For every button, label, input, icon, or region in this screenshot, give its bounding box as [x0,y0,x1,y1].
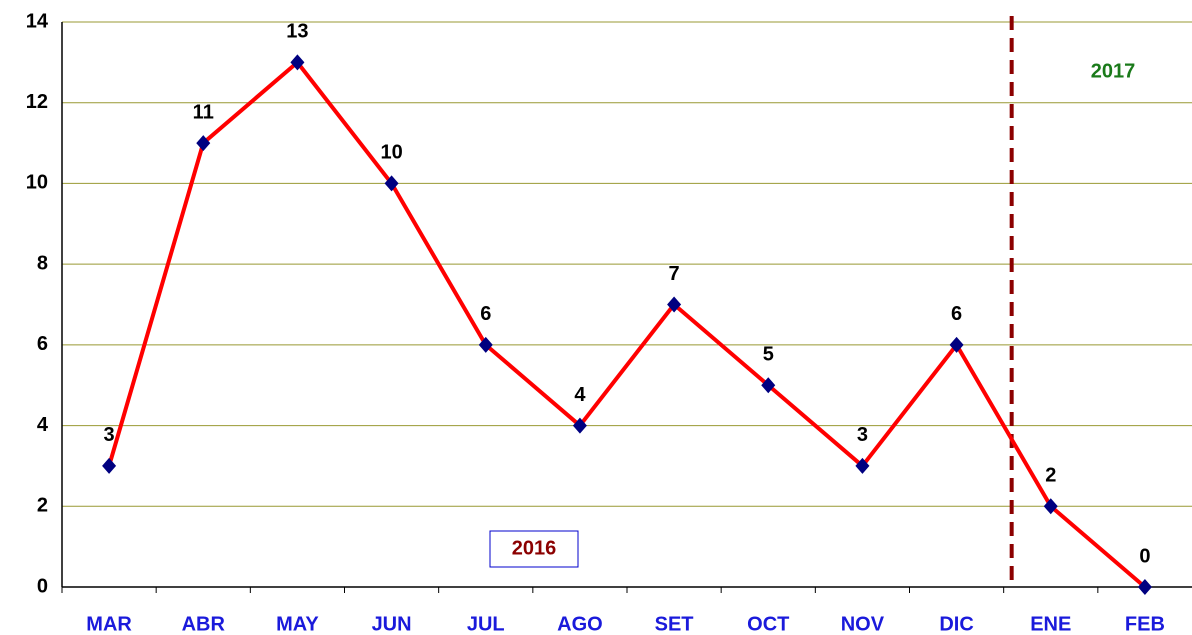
marker [761,377,776,394]
y-tick-label: 6 [37,333,48,355]
marker [196,135,211,152]
x-tick-label: FEB [1125,613,1165,635]
marker [949,336,964,353]
x-tick-label: MAR [86,613,132,635]
x-tick-label: MAY [276,613,319,635]
annotation-box [489,530,579,568]
value-label: 0 [1139,545,1150,567]
marker [572,417,587,434]
value-label: 3 [104,424,115,446]
y-tick-label: 12 [26,91,48,113]
marker [102,457,117,474]
line [107,60,1147,589]
x-tick-label: OCT [747,613,789,635]
x-tick-label: JUL [467,613,505,635]
value-label: 3 [857,424,868,446]
value-label: 4 [574,384,586,406]
marker [667,296,682,313]
marker [1043,498,1058,515]
y-tick-label: 10 [26,172,48,194]
annotation: 2016 [512,537,557,559]
value-label: 6 [951,303,962,325]
x-tick-label: SET [655,613,694,635]
marker [855,457,870,474]
x-tick-label: ENE [1030,613,1071,635]
y-tick-label: 4 [37,414,49,436]
y-tick-label: 2 [37,495,48,517]
y-tick-label: 14 [26,10,49,32]
value-label: 11 [193,101,214,123]
y-tick-label: 0 [37,575,48,597]
x-tick-label: DIC [939,613,973,635]
value-label: 5 [763,343,774,365]
value-label: 13 [286,21,308,43]
marker [290,54,305,71]
value-label: 6 [480,303,491,325]
marker [1137,579,1152,595]
value-label: 7 [669,263,680,285]
x-tick-label: JUN [372,613,412,635]
x-tick-label: NOV [841,613,885,635]
x-tick-label: ABR [182,613,226,635]
y-tick-label: 8 [37,252,48,274]
value-label: 2 [1045,465,1056,487]
marker [384,175,399,192]
value-label: 10 [380,142,402,164]
annotation: 2017 [1091,60,1136,82]
marker [478,336,493,353]
x-tick-label: AGO [557,613,603,635]
